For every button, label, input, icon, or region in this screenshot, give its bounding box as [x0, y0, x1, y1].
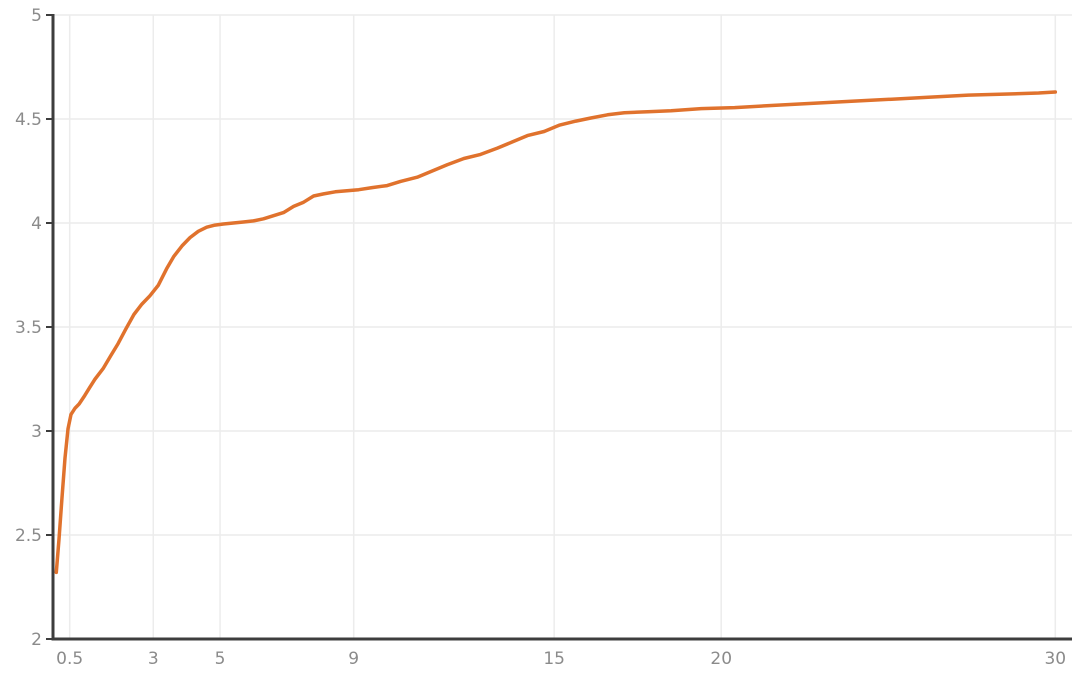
y-tick-label: 3 — [31, 422, 42, 442]
x-tick-label: 9 — [348, 649, 359, 669]
y-tick-label: 2 — [31, 630, 42, 650]
y-tick-label: 5 — [31, 6, 42, 26]
x-tick-label: 20 — [710, 649, 732, 669]
y-tick-label: 3.5 — [15, 318, 42, 338]
y-tick-label: 4 — [31, 214, 42, 234]
x-tick-label: 30 — [1044, 649, 1066, 669]
y-tick-label: 2.5 — [15, 526, 42, 546]
y-tick-label: 4.5 — [15, 110, 42, 130]
series-line — [54, 90, 1058, 575]
x-tick-label: 0.5 — [56, 649, 83, 669]
x-tick-label: 15 — [543, 649, 565, 669]
x-tick-label: 5 — [215, 649, 226, 669]
x-tick-label: 3 — [148, 649, 159, 669]
